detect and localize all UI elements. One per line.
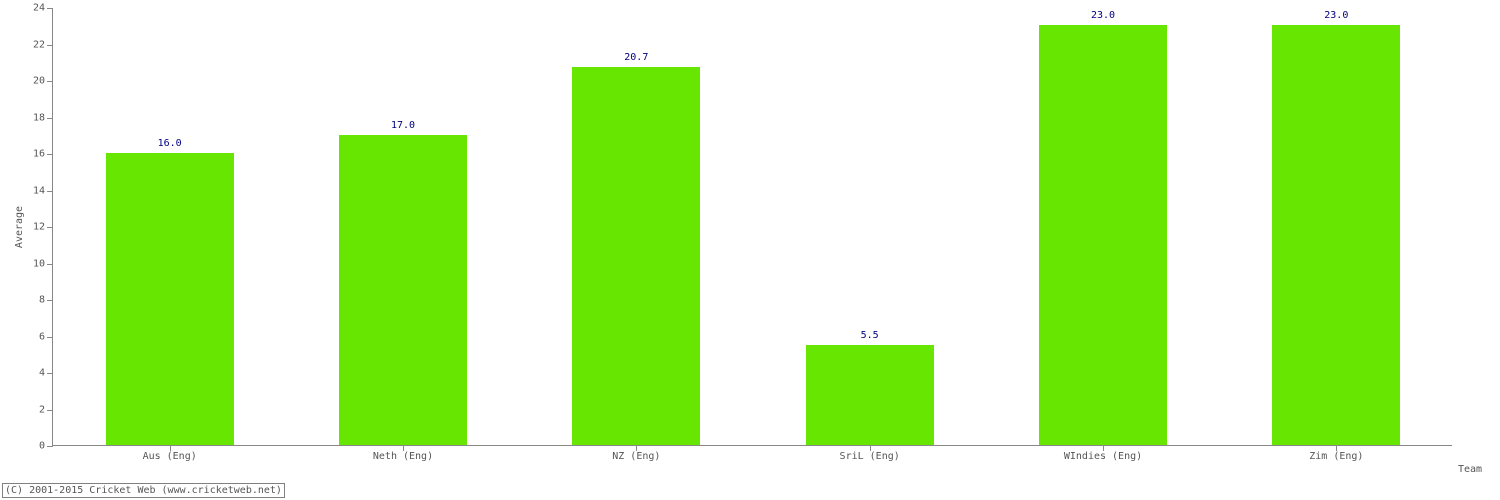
bar — [339, 135, 467, 445]
x-tick-label: WIndies (Eng) — [1064, 451, 1142, 462]
y-tick — [47, 45, 53, 46]
y-tick — [47, 118, 53, 119]
y-tick-label: 4 — [39, 368, 45, 379]
plot-area: 02468101214161820222416.0Aus (Eng)17.0Ne… — [52, 8, 1452, 446]
y-tick-label: 2 — [39, 404, 45, 415]
x-axis-title: Team — [1458, 464, 1482, 475]
y-tick — [47, 227, 53, 228]
bar — [106, 153, 234, 445]
y-tick — [47, 373, 53, 374]
y-tick-label: 22 — [33, 39, 45, 50]
y-tick — [47, 154, 53, 155]
y-tick-label: 18 — [33, 112, 45, 123]
bar-value-label: 20.7 — [572, 52, 700, 63]
y-tick-label: 10 — [33, 258, 45, 269]
bar-value-label: 17.0 — [339, 120, 467, 131]
y-tick-label: 14 — [33, 185, 45, 196]
bar — [572, 67, 700, 445]
bar — [1039, 25, 1167, 445]
x-tick-label: Aus (Eng) — [143, 451, 197, 462]
y-tick — [47, 81, 53, 82]
bar-value-label: 16.0 — [106, 138, 234, 149]
y-tick-label: 8 — [39, 295, 45, 306]
x-tick-label: Neth (Eng) — [373, 451, 433, 462]
y-tick — [47, 8, 53, 9]
bar — [806, 345, 934, 445]
y-tick — [47, 410, 53, 411]
y-tick — [47, 300, 53, 301]
chart-container: 02468101214161820222416.0Aus (Eng)17.0Ne… — [0, 0, 1500, 500]
copyright-text: (C) 2001-2015 Cricket Web (www.cricketwe… — [2, 483, 285, 498]
bar — [1272, 25, 1400, 445]
y-axis-title: Average — [14, 206, 25, 248]
bar-value-label: 23.0 — [1272, 10, 1400, 21]
x-tick-label: SriL (Eng) — [840, 451, 900, 462]
y-tick-label: 24 — [33, 3, 45, 14]
x-tick-label: Zim (Eng) — [1309, 451, 1363, 462]
bar-value-label: 5.5 — [806, 330, 934, 341]
y-tick-label: 16 — [33, 149, 45, 160]
y-tick-label: 20 — [33, 76, 45, 87]
y-tick — [47, 264, 53, 265]
y-tick — [47, 446, 53, 447]
y-tick-label: 6 — [39, 331, 45, 342]
y-tick — [47, 337, 53, 338]
y-tick — [47, 191, 53, 192]
y-tick-label: 0 — [39, 441, 45, 452]
y-tick-label: 12 — [33, 222, 45, 233]
x-tick-label: NZ (Eng) — [612, 451, 660, 462]
bar-value-label: 23.0 — [1039, 10, 1167, 21]
